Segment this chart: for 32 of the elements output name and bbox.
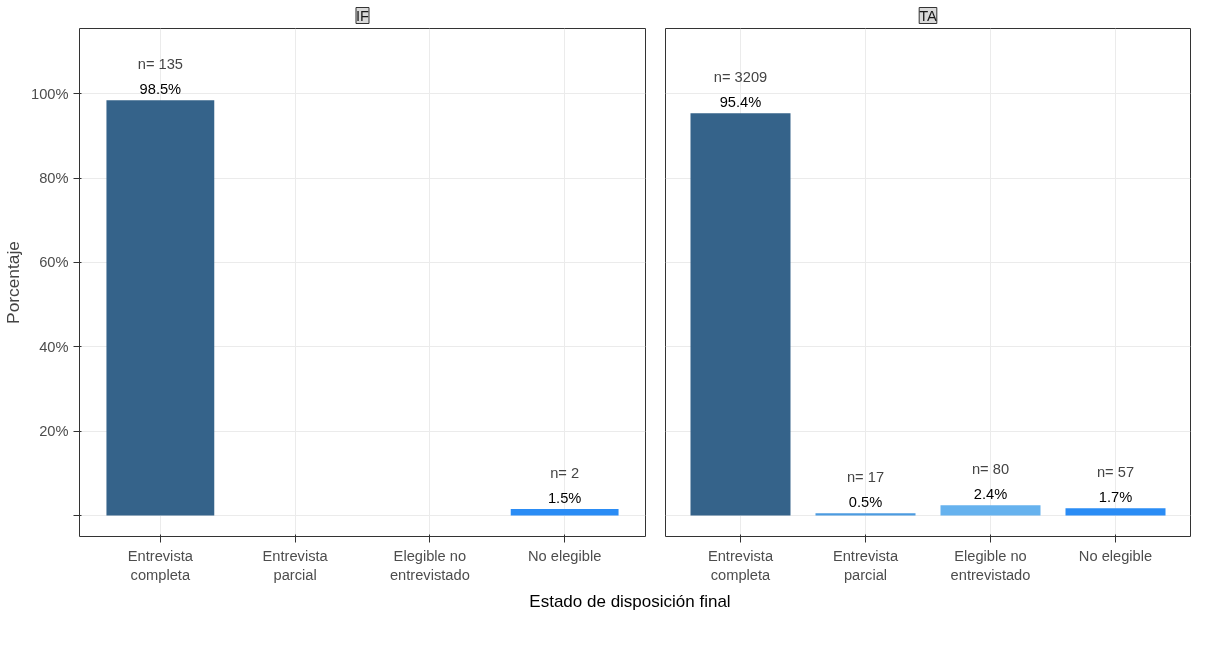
chart-title: IF [355,7,370,24]
x-tick-label: Entrevista parcial [262,547,329,583]
y-tick-label: 60% [39,254,69,271]
bar [690,113,791,516]
y-tick-label: 40% [39,338,69,355]
x-tick-label: Elegible no entrevistado [950,547,1031,583]
y-tick-label: 80% [39,170,69,187]
y-tick-label: 20% [39,423,69,440]
annotation: n= 2 [550,465,580,482]
x-axis-title: Estado de disposición final [529,591,731,613]
data-label: 95.4% [719,94,762,111]
x-tick-label: Entrevista completa [127,547,194,583]
annotation: n= 135 [137,56,183,73]
bar [815,513,916,516]
y-axis-title: Porcentaje [3,241,24,324]
annotation: n= 17 [846,469,885,486]
x-tick-label: Entrevista parcial [832,547,899,583]
data-label: 2.4% [973,486,1008,503]
data-label: 0.5% [848,494,883,511]
x-tick-label: Entrevista completa [707,547,774,583]
bar [940,505,1041,516]
data-label: 1.7% [1098,489,1133,506]
bar [1065,508,1166,516]
x-tick-label: No elegible [527,547,602,564]
annotation: n= 57 [1096,464,1135,481]
x-tick-label: Elegible no entrevistado [389,547,470,583]
annotation: n= 80 [971,461,1010,478]
y-tick-label: 100% [31,85,69,102]
data-label: 1.5% [547,490,582,507]
annotation: n= 3209 [713,69,768,86]
x-tick-label: No elegible [1078,547,1153,564]
data-label: 98.5% [139,81,182,98]
